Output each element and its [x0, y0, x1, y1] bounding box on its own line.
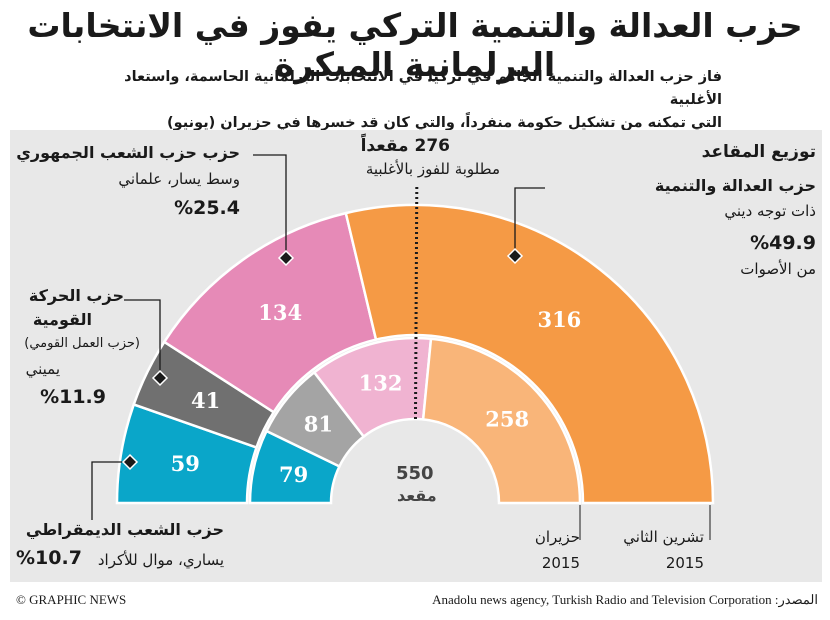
hdp-leader — [91, 461, 130, 520]
mhp-desc-2: يميني — [25, 360, 60, 378]
akp-pct: %49.9 — [750, 232, 816, 254]
value-label-hdp-ring1: 79 — [279, 462, 308, 487]
value-label-chp-ring1: 132 — [359, 370, 403, 395]
source: المصدر: Anadolu news agency, Turkish Rad… — [432, 592, 818, 607]
mhp-name-1: حزب الحركة — [28, 286, 124, 305]
majority-line — [413, 184, 419, 420]
hdp-diamond-icon — [121, 453, 139, 471]
jun-year: 2015 — [541, 554, 580, 572]
mhp-name-2: القومية — [32, 310, 92, 329]
jun-label: حزيران — [534, 528, 580, 546]
subtitle: فاز حزب العدالة والتنمية الحاكم في تركيا… — [82, 66, 722, 135]
hdp-name: حزب الشعب الديمقراطي — [25, 520, 224, 539]
majority-seats: 276 مقعداً — [360, 136, 450, 156]
total-seats-word: مقعد — [397, 486, 437, 505]
chp-desc: وسط يسار، علماني — [118, 170, 240, 188]
segment-akp-ring1 — [421, 337, 582, 505]
value-label-hdp-ring0: 59 — [171, 451, 200, 476]
value-label-akp-ring1: 258 — [485, 406, 529, 431]
total-seats-number: 550 — [396, 463, 434, 484]
mhp-diamond-icon — [151, 369, 169, 387]
nov-label: تشرين الثاني — [623, 528, 704, 546]
subtitle-line-1: فاز حزب العدالة والتنمية الحاكم في تركيا… — [124, 69, 722, 108]
page-title: حزب العدالة والتنمية التركي يفوز في الان… — [27, 6, 803, 84]
akp-name: حزب العدالة والتنمية — [654, 176, 816, 195]
credit: © GRAPHIC NEWS — [16, 592, 127, 607]
value-label-chp-ring0: 134 — [258, 300, 302, 325]
chp-name: حزب حزب الشعب الجمهوري — [16, 143, 240, 162]
nov-year: 2015 — [665, 554, 704, 572]
akp-diamond-icon — [506, 247, 524, 265]
value-label-mhp-ring1: 81 — [304, 411, 333, 436]
hdp-pct: %10.7 — [16, 547, 82, 569]
chp-diamond-icon — [277, 249, 295, 267]
value-label-akp-ring0: 316 — [537, 307, 581, 332]
chp-leader — [253, 154, 287, 258]
akp-pct-note: من الأصوات — [740, 260, 816, 278]
chp-pct: %25.4 — [174, 197, 240, 219]
mhp-desc-1: (حزب العمل القومي) — [24, 336, 140, 351]
akp-leader — [514, 187, 545, 256]
mhp-leader — [124, 299, 161, 378]
majority-text: مطلوبة للفوز بالأغلبية — [365, 160, 500, 178]
value-label-mhp-ring0: 41 — [191, 388, 220, 413]
seats-distribution-label: توزيع المقاعد — [701, 142, 816, 162]
akp-desc: ذات توجه ديني — [724, 202, 816, 220]
hdp-desc: يساري، موال للأكراد — [97, 551, 224, 569]
segment-akp-ring0 — [344, 203, 715, 505]
subtitle-line-2: التي تمكنه من تشكيل حكومة منفرداً، والتي… — [167, 115, 722, 131]
mhp-pct: %11.9 — [40, 386, 106, 408]
